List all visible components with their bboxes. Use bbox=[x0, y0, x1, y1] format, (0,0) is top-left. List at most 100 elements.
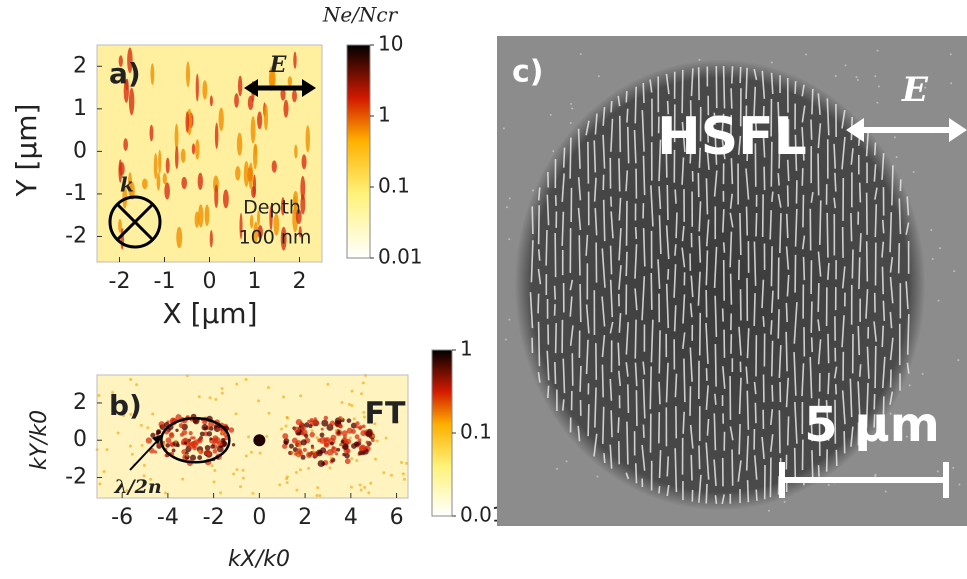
texture bbox=[634, 362, 638, 387]
texture bbox=[329, 441, 334, 446]
texture bbox=[192, 436, 196, 440]
texture bbox=[681, 69, 684, 114]
texture bbox=[151, 412, 155, 416]
texture bbox=[304, 433, 309, 439]
texture bbox=[779, 213, 782, 254]
texture bbox=[721, 140, 726, 160]
texture bbox=[129, 377, 133, 381]
texture bbox=[316, 486, 320, 490]
texture bbox=[810, 119, 813, 140]
texture bbox=[729, 193, 733, 209]
texture bbox=[105, 448, 109, 452]
texture bbox=[241, 476, 245, 480]
texture bbox=[145, 437, 153, 444]
texture bbox=[634, 244, 638, 279]
texture bbox=[642, 424, 645, 438]
texture bbox=[938, 247, 941, 250]
texture bbox=[569, 325, 574, 346]
texture bbox=[244, 377, 248, 381]
texture bbox=[239, 485, 243, 489]
texture bbox=[730, 158, 734, 185]
texture bbox=[731, 449, 734, 486]
texture bbox=[681, 157, 685, 185]
texture bbox=[625, 91, 628, 103]
texture bbox=[729, 114, 733, 150]
texture bbox=[881, 241, 885, 258]
texture bbox=[263, 104, 269, 131]
texture bbox=[641, 276, 646, 321]
texture bbox=[146, 426, 150, 430]
texture bbox=[674, 448, 678, 493]
texture bbox=[517, 77, 520, 80]
texture bbox=[197, 437, 203, 444]
y-axis-label: kY/k0 bbox=[27, 410, 52, 470]
vector-label: k bbox=[120, 173, 134, 197]
texture bbox=[769, 434, 774, 452]
texture bbox=[634, 319, 637, 359]
texture bbox=[359, 488, 363, 492]
x-tick-label: 2 bbox=[293, 269, 307, 294]
texture bbox=[698, 58, 701, 61]
texture bbox=[713, 413, 717, 451]
texture bbox=[361, 424, 366, 429]
texture bbox=[794, 208, 798, 247]
texture bbox=[98, 482, 102, 486]
texture bbox=[257, 399, 261, 403]
texture bbox=[617, 417, 620, 433]
texture bbox=[658, 450, 662, 478]
texture bbox=[665, 362, 669, 403]
texture bbox=[554, 361, 557, 385]
x-tick-label: -4 bbox=[157, 505, 179, 530]
texture bbox=[161, 424, 165, 428]
y-axis-label: Y [µm] bbox=[10, 104, 43, 198]
texture bbox=[811, 450, 814, 482]
texture bbox=[170, 443, 174, 447]
texture bbox=[658, 139, 662, 182]
texture bbox=[537, 187, 541, 201]
texture bbox=[172, 440, 180, 447]
texture bbox=[250, 116, 256, 144]
texture bbox=[348, 436, 352, 440]
texture bbox=[858, 364, 862, 377]
texture bbox=[753, 68, 758, 81]
texture bbox=[128, 444, 132, 448]
texture bbox=[826, 212, 829, 258]
texture bbox=[188, 442, 195, 449]
texture bbox=[817, 283, 820, 312]
texture bbox=[649, 366, 652, 410]
texture bbox=[585, 234, 589, 256]
texture bbox=[585, 339, 589, 375]
texture bbox=[641, 110, 645, 152]
texture bbox=[123, 401, 127, 405]
texture bbox=[400, 461, 404, 465]
texture bbox=[873, 414, 876, 428]
texture bbox=[783, 500, 786, 503]
texture bbox=[390, 473, 394, 477]
x-tick-label: 4 bbox=[344, 505, 358, 530]
texture bbox=[889, 412, 892, 415]
texture bbox=[874, 75, 877, 78]
texture bbox=[191, 143, 196, 155]
texture bbox=[502, 127, 505, 130]
pointer-head bbox=[152, 434, 163, 444]
texture bbox=[950, 82, 953, 85]
texture bbox=[329, 456, 333, 460]
texture bbox=[307, 466, 311, 470]
texture bbox=[142, 178, 148, 190]
texture bbox=[924, 86, 927, 89]
annotation: 5 µm bbox=[804, 397, 939, 453]
texture bbox=[251, 186, 256, 198]
texture bbox=[906, 314, 910, 355]
texture bbox=[140, 443, 144, 447]
texture bbox=[785, 302, 788, 323]
texture bbox=[921, 372, 924, 375]
texture bbox=[698, 235, 702, 263]
texture bbox=[346, 418, 352, 423]
texture bbox=[746, 328, 750, 359]
texture bbox=[395, 420, 399, 424]
texture bbox=[874, 204, 878, 238]
texture bbox=[130, 452, 134, 456]
texture bbox=[354, 434, 360, 440]
texture bbox=[675, 212, 678, 239]
texture bbox=[122, 414, 126, 418]
